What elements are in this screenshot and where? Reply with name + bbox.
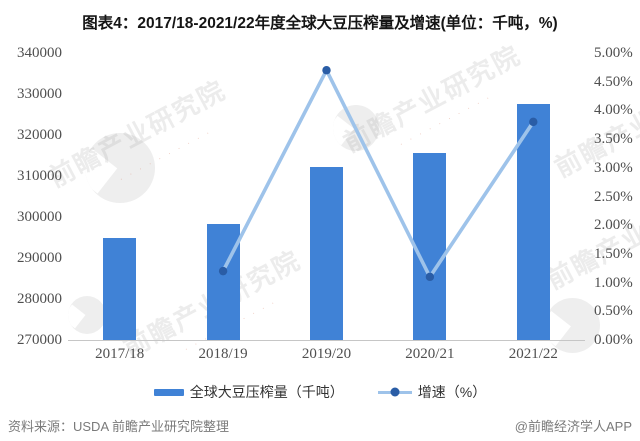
legend: 全球大豆压榨量（千吨） 增速（%） bbox=[0, 382, 640, 402]
x-axis-label: 2021/22 bbox=[508, 346, 558, 362]
y-axis-label-left: 290000 bbox=[17, 250, 62, 266]
growth-line-marker bbox=[218, 266, 228, 276]
y-axis-label-right: 0.50% bbox=[594, 303, 633, 320]
legend-label-crush-volume: 全球大豆压榨量（千吨） bbox=[189, 384, 344, 400]
y-axis-label-left: 330000 bbox=[17, 86, 62, 102]
growth-line-marker bbox=[425, 272, 435, 282]
y-axis-label-left: 300000 bbox=[17, 209, 62, 225]
line-swatch bbox=[377, 387, 412, 397]
plot-area bbox=[68, 53, 585, 340]
bar bbox=[206, 223, 240, 340]
bar bbox=[516, 103, 550, 340]
legend-label-growth-rate: 增速（%） bbox=[417, 384, 487, 400]
y-axis-label-right: 2.50% bbox=[594, 188, 633, 205]
y-axis-label-right: 3.50% bbox=[594, 131, 633, 148]
y-axis-label-left: 320000 bbox=[17, 127, 62, 143]
x-axis-label: 2020/21 bbox=[405, 346, 455, 362]
y-axis-label-right: 4.50% bbox=[594, 73, 633, 90]
growth-line-layer bbox=[218, 66, 538, 282]
chart-title: 图表4：2017/18-2021/22年度全球大豆压榨量及增速(单位：千吨，%) bbox=[82, 15, 558, 32]
y-axis-label-right: 0.00% bbox=[594, 332, 633, 348]
y-axis-label-left: 270000 bbox=[17, 332, 62, 348]
y-axis-label-right: 3.00% bbox=[594, 159, 633, 176]
line-marker-swatch bbox=[390, 387, 400, 397]
legend-item-crush-volume: 全球大豆压榨量（千吨） bbox=[153, 382, 344, 402]
legend-item-growth-rate: 增速（%） bbox=[377, 382, 487, 402]
bar bbox=[103, 237, 137, 340]
footer: 资料来源：USDA 前瞻产业研究院整理 @前瞻经济学人APP bbox=[8, 416, 632, 435]
source-note: 资料来源：USDA 前瞻产业研究院整理 bbox=[8, 419, 230, 434]
y-axis-label-left: 280000 bbox=[17, 291, 62, 307]
bar bbox=[310, 166, 343, 340]
bar-swatch bbox=[153, 388, 184, 396]
y-axis-label-right: 4.00% bbox=[594, 102, 633, 119]
x-axis-line bbox=[68, 340, 585, 341]
growth-line bbox=[221, 66, 535, 281]
growth-line-marker bbox=[529, 117, 538, 127]
x-axis-label: 2019/20 bbox=[301, 346, 352, 362]
credit-note: @前瞻经济学人APP bbox=[514, 419, 632, 434]
x-axis-label: 2018/19 bbox=[198, 346, 248, 362]
bar bbox=[413, 153, 447, 340]
growth-line-marker bbox=[322, 66, 331, 75]
y-axis-label-left: 310000 bbox=[17, 168, 62, 184]
y-axis-label-right: 1.00% bbox=[594, 274, 633, 291]
y-axis-label-right: 2.00% bbox=[594, 217, 633, 234]
y-axis-label-right: 1.50% bbox=[594, 245, 633, 262]
y-axis-label-right: 5.00% bbox=[594, 45, 633, 61]
x-axis-label: 2017/18 bbox=[95, 346, 145, 362]
y-axis-label-left: 340000 bbox=[17, 45, 62, 61]
